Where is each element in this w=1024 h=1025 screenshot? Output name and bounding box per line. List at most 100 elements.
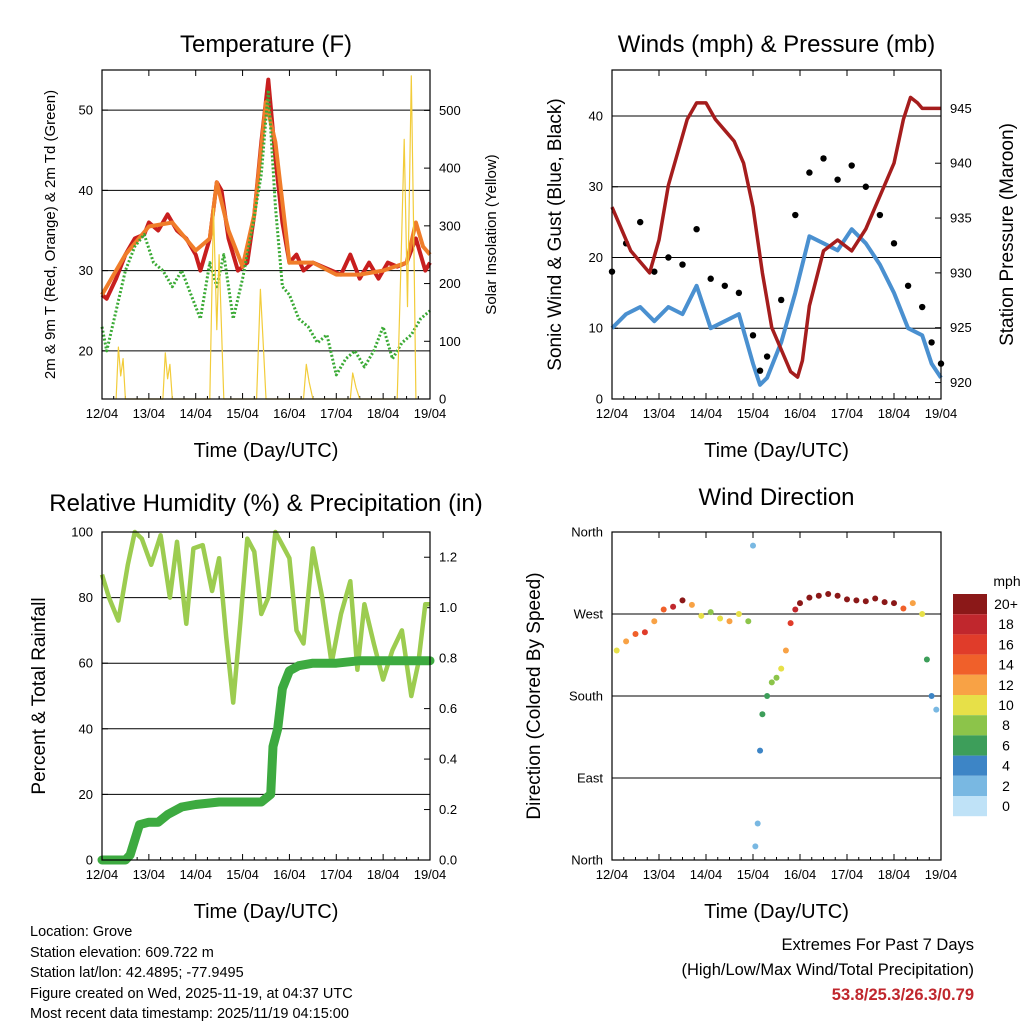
direction-point bbox=[891, 600, 897, 607]
x-tick-label: 16/04 bbox=[784, 406, 817, 421]
direction-point bbox=[764, 693, 771, 699]
y-axis-label: Sonic Wind & Gust (Blue, Black) bbox=[545, 98, 566, 370]
left-y-tick-label: 10 bbox=[589, 321, 603, 336]
direction-point bbox=[787, 620, 794, 627]
left-y-tick-label: 100 bbox=[71, 525, 93, 540]
gust-point bbox=[721, 282, 728, 289]
legend-swatch bbox=[953, 735, 987, 756]
x-tick-label: 13/04 bbox=[133, 406, 166, 421]
gust-point bbox=[792, 211, 799, 219]
legend-label: 6 bbox=[1002, 737, 1010, 753]
direction-point bbox=[641, 629, 648, 636]
legend-label: 10 bbox=[998, 697, 1014, 713]
legend-label: 8 bbox=[1002, 717, 1010, 733]
right-y-tick-label: 930 bbox=[950, 265, 972, 280]
left-y-tick-label: 50 bbox=[79, 103, 93, 118]
series-2m-td bbox=[100, 88, 431, 377]
direction-point bbox=[923, 656, 930, 663]
legend-swatch bbox=[953, 614, 987, 635]
direction-point bbox=[735, 611, 742, 617]
x-tick-label: 18/04 bbox=[367, 406, 400, 421]
x-tick-label: 14/04 bbox=[179, 406, 212, 421]
x-tick-label: 12/04 bbox=[596, 406, 629, 421]
legend-label: 18 bbox=[998, 616, 1014, 632]
direction-point bbox=[773, 674, 780, 681]
x-tick-label: 17/04 bbox=[831, 867, 864, 882]
series-sonic-wind bbox=[610, 227, 943, 387]
gust-point bbox=[928, 339, 935, 346]
direction-point bbox=[815, 592, 822, 599]
left-y-tick-label: 20 bbox=[79, 787, 93, 802]
left-y-tick-label: 30 bbox=[589, 179, 603, 194]
gust-point bbox=[707, 275, 714, 282]
direction-point bbox=[909, 600, 916, 607]
gust-point bbox=[848, 162, 855, 169]
series-relative-humidity bbox=[99, 529, 430, 705]
gust-point bbox=[749, 332, 757, 339]
direction-point bbox=[750, 542, 756, 549]
legend-label: 4 bbox=[1002, 758, 1010, 774]
x-tick-label: 13/04 bbox=[133, 867, 166, 882]
gust-point bbox=[763, 353, 771, 360]
gust-point bbox=[876, 211, 884, 219]
panel-title: Relative Humidity (%) & Precipitation (i… bbox=[49, 490, 482, 517]
left-y-tick-label: North bbox=[571, 853, 603, 868]
right-y-tick-label: 0 bbox=[439, 392, 446, 407]
left-y-tick-label: 60 bbox=[79, 656, 93, 671]
direction-point bbox=[660, 606, 667, 613]
right-y-tick-label: 100 bbox=[439, 334, 461, 349]
direction-point bbox=[862, 598, 869, 605]
gust-point bbox=[735, 289, 743, 297]
legend-label: 14 bbox=[998, 657, 1014, 673]
x-tick-label: 19/04 bbox=[925, 406, 958, 421]
gust-point bbox=[665, 254, 672, 261]
left-y-tick-label: East bbox=[577, 771, 603, 786]
speed-legend: mph 20+ 18 16 14 12 10 8 6 4 2 0 bbox=[953, 573, 1021, 817]
panel-title: Wind Direction bbox=[698, 484, 854, 511]
direction-point bbox=[834, 592, 841, 599]
x-tick-label: 14/04 bbox=[690, 406, 723, 421]
gust-point bbox=[904, 282, 912, 289]
series-total-rainfall bbox=[97, 656, 435, 865]
x-tick-label: 13/04 bbox=[643, 867, 676, 882]
extremes-title: Extremes For Past 7 Days bbox=[781, 936, 974, 954]
gust-point bbox=[778, 296, 785, 304]
right-y-tick-label: 925 bbox=[950, 320, 972, 335]
gust-point bbox=[756, 367, 764, 374]
latlon-text: Station lat/lon: 42.4895; -77.9495 bbox=[30, 965, 244, 981]
plot-frame bbox=[101, 531, 431, 861]
x-tick-label: 15/04 bbox=[226, 406, 259, 421]
direction-point bbox=[933, 706, 940, 713]
right-y-tick-label: 0.0 bbox=[439, 853, 457, 868]
direction-point bbox=[726, 618, 733, 625]
panel-1: Temperature (F) Time (Day/UTC) 12/04 13/04 1… bbox=[42, 31, 500, 462]
gust-point bbox=[862, 183, 869, 190]
left-y-tick-label: 80 bbox=[79, 590, 93, 605]
x-tick-label: 12/04 bbox=[86, 406, 119, 421]
x-tick-label: 17/04 bbox=[320, 867, 353, 882]
direction-point bbox=[613, 647, 620, 654]
direction-point bbox=[757, 747, 764, 754]
y-axis-label: Direction (Colored By Speed) bbox=[524, 572, 545, 819]
right-y-tick-label: 500 bbox=[439, 103, 461, 118]
left-y-tick-label: 20 bbox=[79, 343, 93, 358]
plot-frame bbox=[101, 69, 431, 400]
x-tick-label: 14/04 bbox=[690, 867, 723, 882]
x-tick-label: 16/04 bbox=[784, 867, 817, 882]
right-y-tick-label: 940 bbox=[950, 156, 972, 171]
legend-label: 2 bbox=[1002, 778, 1010, 794]
direction-point bbox=[698, 612, 705, 619]
left-y-tick-label: 40 bbox=[589, 108, 603, 123]
direction-point bbox=[825, 590, 832, 597]
x-tick-label: 15/04 bbox=[737, 867, 770, 882]
panel-4: Wind Direction Time (Day/UTC) 12/04 13/04 14… bbox=[524, 484, 1021, 923]
left-y-tick-label: North bbox=[571, 525, 603, 540]
legend-label: 20+ bbox=[994, 596, 1018, 612]
x-axis-label: Time (Day/UTC) bbox=[194, 901, 339, 923]
series-station-pressure bbox=[610, 95, 941, 379]
direction-point bbox=[679, 597, 686, 604]
direction-point bbox=[717, 615, 724, 622]
direction-point bbox=[670, 603, 677, 610]
left-y-tick-label: 0 bbox=[596, 392, 603, 407]
